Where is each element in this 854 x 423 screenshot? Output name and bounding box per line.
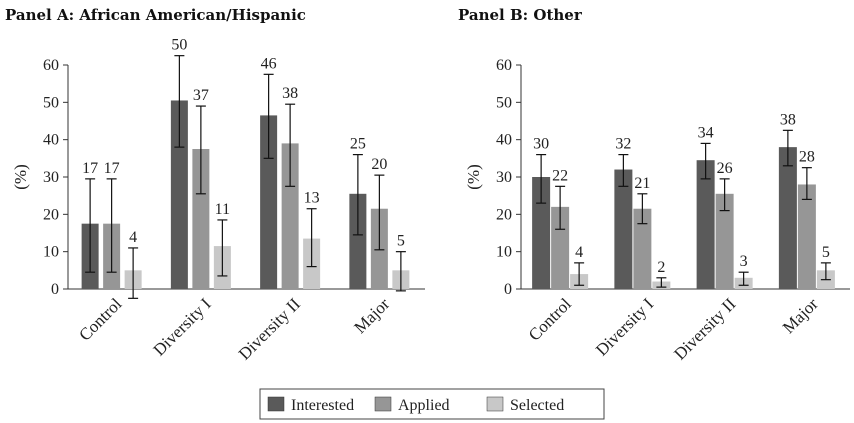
panel-a-data-label: 5 <box>397 233 405 250</box>
panel-a-data-label: 17 <box>82 160 98 177</box>
panel-a-y-axis-label: (%) <box>11 164 30 189</box>
panel-b-data-label: 5 <box>822 244 830 261</box>
panel-a-y-tick-label: 60 <box>43 57 59 74</box>
panel-a-bar-interested-major <box>349 193 367 289</box>
panel-b-y-tick-label: 60 <box>496 57 512 74</box>
panel-b-title: Panel B: Other <box>458 6 583 24</box>
panel-b-bar-interested-control <box>532 177 551 289</box>
panel-a-title: Panel A: African American/Hispanic <box>5 6 306 24</box>
panel-a-plot: 0 10 20 30 40 50 60 (%) Control 17 17 4 Diversity I 5… <box>11 37 425 364</box>
panel-b-y-tick-label: 50 <box>496 94 512 111</box>
legend: Interested Applied Selected <box>259 388 605 420</box>
panel-b-category-label: Major <box>779 294 822 337</box>
panel-a-category-label: Control <box>75 294 125 344</box>
panel-b-category-label: Diversity I <box>592 294 657 359</box>
panel-a-data-label: 11 <box>215 201 230 218</box>
panel-b-y-axis-label: (%) <box>464 164 483 189</box>
panel-a-data-label: 4 <box>129 229 137 246</box>
panel-b-data-label: 32 <box>615 136 631 153</box>
panel-b-data-label: 34 <box>698 124 714 141</box>
panel-a-data-label: 37 <box>193 87 209 104</box>
panel-b-y-tick-label: 10 <box>496 244 512 261</box>
legend-swatch-applied <box>374 396 392 412</box>
panel-b-data-label: 3 <box>740 253 748 270</box>
panel-b-data-label: 22 <box>552 167 568 184</box>
panel-a-data-label: 25 <box>350 136 366 153</box>
panel-a-category-label: Diversity II <box>235 294 304 363</box>
panel-a-y-tick-label: 10 <box>43 244 59 261</box>
panel-b-bar-applied-diversity-i <box>633 208 652 289</box>
panel-b-y-tick-label: 40 <box>496 132 512 149</box>
legend-label-interested: Interested <box>291 397 354 414</box>
legend-label-applied: Applied <box>398 397 450 414</box>
panel-a-y-tick-label: 30 <box>43 169 59 186</box>
panel-b-bar-applied-major <box>797 184 816 289</box>
panel-b-data-label: 21 <box>634 175 650 192</box>
panel-a-data-label: 50 <box>171 37 187 54</box>
panel-b-bar-applied-diversity-ii <box>715 193 734 289</box>
panel-b-data-label: 26 <box>717 160 733 177</box>
panel-b-bar-applied-control <box>551 206 570 289</box>
panel-b-bar-interested-diversity-i <box>614 169 633 289</box>
panel-b-bar-interested-major <box>778 147 797 289</box>
panel-b-y-tick-label: 0 <box>504 281 512 298</box>
panel-b-data-label: 2 <box>657 259 665 276</box>
panel-b-data-label: 4 <box>575 244 583 261</box>
panel-b-bar-interested-diversity-ii <box>696 160 715 289</box>
panel-a-y-tick-label: 0 <box>51 281 59 298</box>
panel-b-y-tick-label: 20 <box>496 206 512 223</box>
panel-b-category-label: Control <box>525 294 575 344</box>
panel-b-category-label: Diversity II <box>670 294 739 363</box>
panel-a-data-label: 46 <box>261 55 277 72</box>
panel-a-category-label: Major <box>350 294 393 337</box>
panel-b-data-label: 38 <box>780 111 796 128</box>
panel-a-data-label: 38 <box>282 85 298 102</box>
panel-a-category-label: Diversity I <box>150 294 215 359</box>
panel-a-y-tick-label: 50 <box>43 94 59 111</box>
panel-b-data-label: 30 <box>533 136 549 153</box>
panel-b-y-tick-label: 30 <box>496 169 512 186</box>
panel-a-data-label: 13 <box>304 190 320 207</box>
legend-frame <box>259 388 605 420</box>
legend-swatch-interested <box>267 396 285 412</box>
panel-a-bar-applied-diversity-i <box>192 149 210 289</box>
panel-a-y-tick-label: 40 <box>43 132 59 149</box>
panel-b-data-label: 28 <box>799 149 815 166</box>
legend-swatch-selected <box>486 396 504 412</box>
panel-a-y-tick-label: 20 <box>43 206 59 223</box>
panel-a-data-label: 20 <box>371 156 387 173</box>
legend-label-selected: Selected <box>510 397 564 414</box>
panel-a-bar-applied-diversity-ii <box>281 143 299 289</box>
panel-a-data-label: 17 <box>104 160 120 177</box>
